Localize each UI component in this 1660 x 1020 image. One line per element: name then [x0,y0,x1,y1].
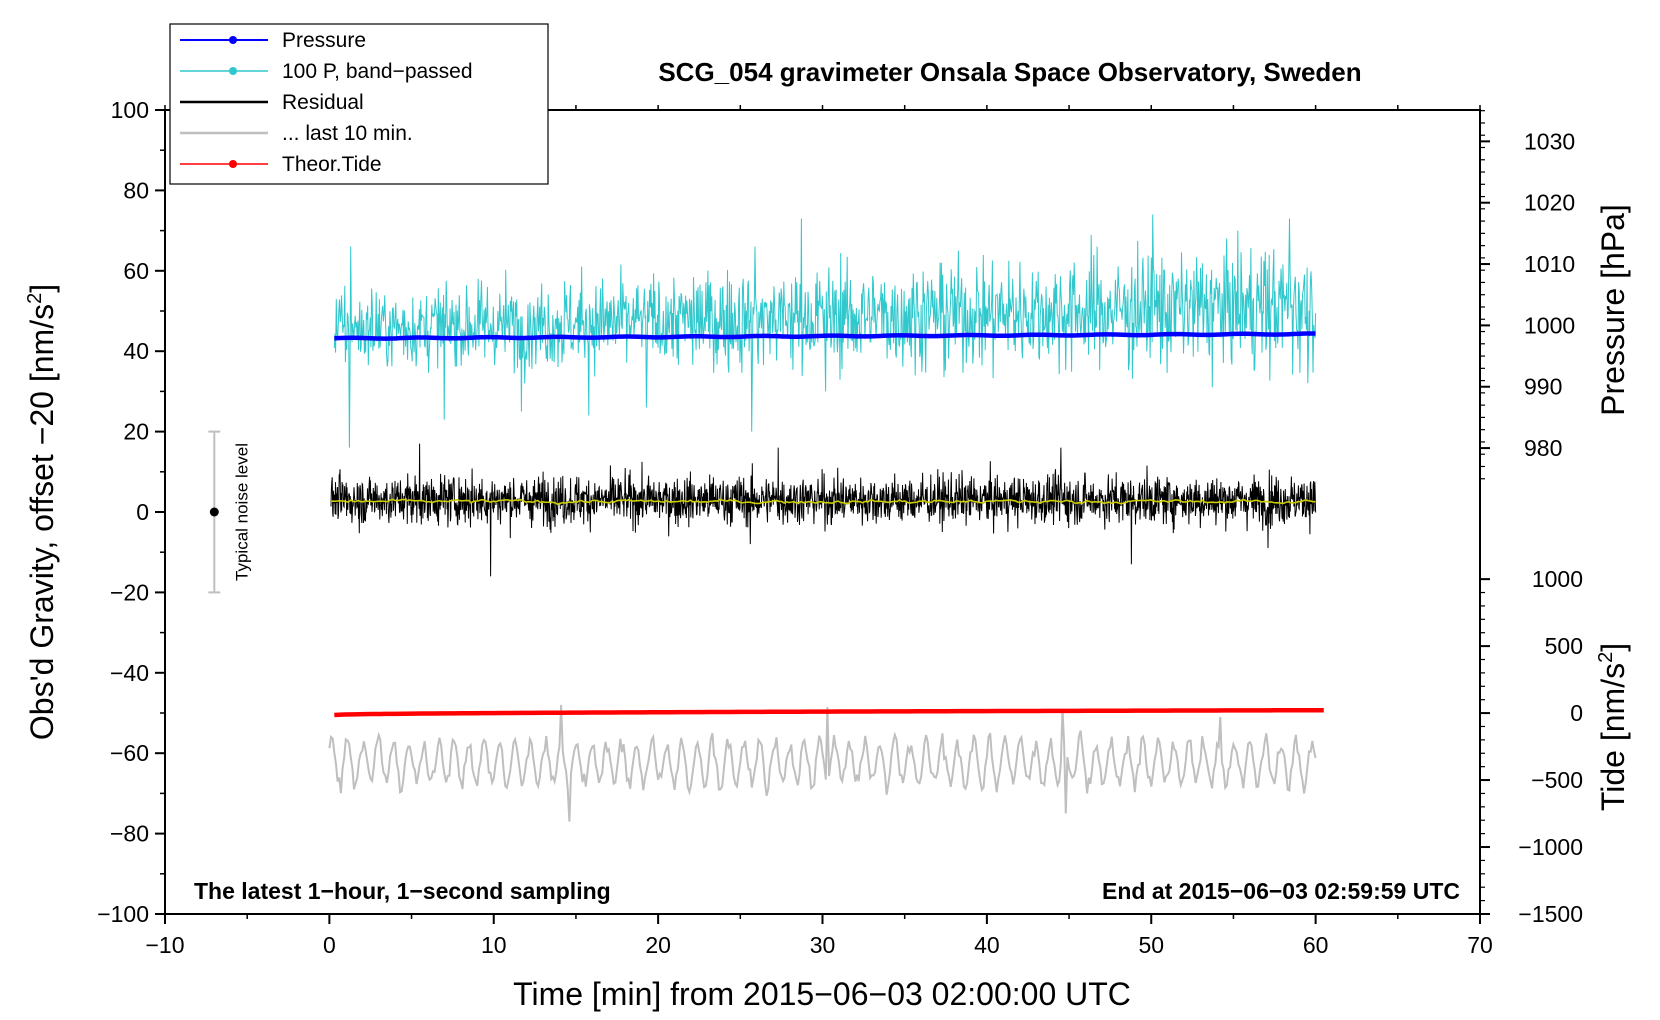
annotation-bottom-left: The latest 1−hour, 1−second sampling [194,878,611,904]
y-tick-label: 80 [123,177,149,203]
x-tick-label: 10 [481,932,507,958]
y-tick-label: −20 [110,579,149,605]
y-axis-label-tide-close: ] [1595,643,1631,652]
y-tick-label: 0 [136,499,149,525]
labels-layer: SCG_054 gravimeter Onsala Space Observat… [24,57,1631,1012]
legend-label: ... last 10 min. [282,122,413,145]
y-axis-label-left-text: Obs'd Gravity, offset −20 [nm/s [24,304,60,740]
legend-label: 100 P, band−passed [282,60,473,83]
legend-dot-sample [229,160,237,168]
x-tick-label: 50 [1138,932,1164,958]
pressure-tick-label: 980 [1524,435,1562,461]
tide-tick-label: −500 [1531,767,1583,793]
series-pressure [334,331,1316,341]
x-tick-label: 20 [645,932,671,958]
x-axis-label: Time [min] from 2015−06−03 02:00:00 UTC [513,976,1131,1012]
y-tick-label: 20 [123,419,149,445]
y-tick-label: −40 [110,660,149,686]
x-tick-label: 40 [974,932,1000,958]
legend-label: Pressure [282,29,366,52]
tide-tick-label: −1500 [1518,901,1583,927]
tide-tick-label: 1000 [1532,566,1583,592]
tide-tick-label: −1000 [1518,834,1583,860]
y-axis-label-left-sup: 2 [24,293,46,304]
legend-box [169,23,549,185]
x-tick-label: 70 [1467,932,1493,958]
legend-dot-sample [229,67,237,75]
series-theoretical-tide [334,707,1324,718]
series-band-passed-pressure [333,214,1317,448]
noise-bar-label: Typical noise level [232,443,251,581]
ticks-layer: −10 0 10 20 30 40 50 60 70100806040200−20−40−60−… [97,97,1583,958]
pressure-tick-label: 990 [1524,374,1562,400]
legend: Pressure 100 P, band−passed Residual ... la… [169,23,549,185]
pressure-tick-label: 1000 [1524,312,1575,338]
tide-tick-label: 500 [1545,633,1583,659]
pressure-tick-label: 1010 [1524,251,1575,277]
legend-label: Residual [282,91,364,114]
x-tick-label: −10 [145,932,184,958]
y-tick-label: 100 [111,97,149,123]
x-tick-label: 0 [323,932,336,958]
pressure-tick-label: 1020 [1524,190,1575,216]
series-layer [328,214,1324,822]
series-last-10-min [328,704,1317,822]
series-residual [330,443,1317,577]
x-tick-label: 60 [1303,932,1329,958]
y-axis-label-tide-sup: 2 [1595,652,1617,663]
chart-title: SCG_054 gravimeter Onsala Space Observat… [658,57,1361,87]
legend-label: Theor.Tide [282,153,382,176]
y-axis-label-pressure: Pressure [hPa] [1595,204,1631,416]
y-axis-label-tide-text: Tide [nm/s [1595,663,1631,811]
tide-tick-label: 0 [1570,700,1583,726]
series-smoothed-residual [330,498,1316,505]
y-tick-label: 40 [123,338,149,364]
y-axis-label-left-close: ] [24,284,60,293]
y-tick-label: −100 [97,901,149,927]
x-tick-label: 30 [810,932,836,958]
y-tick-label: −60 [110,740,149,766]
pressure-tick-label: 1030 [1524,128,1575,154]
legend-dot-sample [229,36,237,44]
noise-bar-group: Typical noise level [208,430,251,594]
y-tick-label: −80 [110,821,149,847]
noise-bar-center-dot [209,507,219,517]
y-tick-label: 60 [123,258,149,284]
y-axis-label-tide: Tide [nm/s2] [1595,643,1631,811]
y-axis-label-left: Obs'd Gravity, offset −20 [nm/s2] [24,284,60,740]
annotation-bottom-right: End at 2015−06−03 02:59:59 UTC [1102,878,1460,904]
